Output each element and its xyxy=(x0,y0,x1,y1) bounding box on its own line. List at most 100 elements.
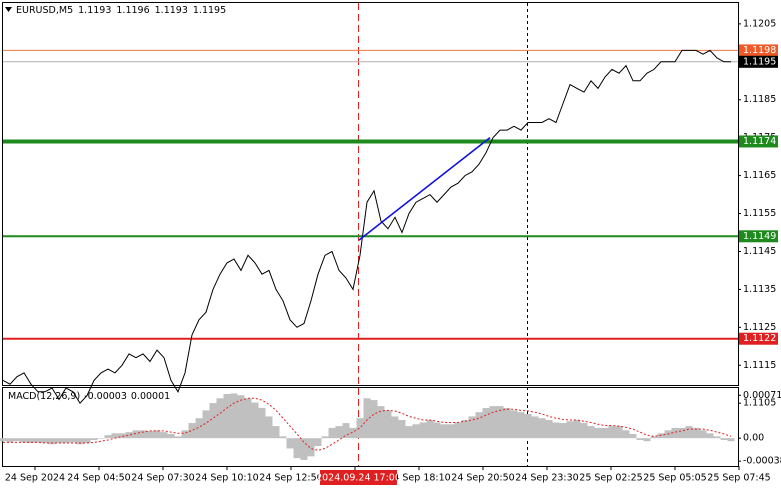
macd-bar xyxy=(342,423,350,439)
macd-bar xyxy=(90,438,98,440)
macd-bar xyxy=(496,406,504,439)
macd-bar xyxy=(20,438,28,443)
macd-bar xyxy=(111,433,119,439)
x-tick-label: 25 Sep 05:05 xyxy=(643,473,706,484)
macd-bar xyxy=(195,418,203,439)
macd-bar xyxy=(167,433,175,439)
macd-bar xyxy=(321,436,329,439)
macd-bar xyxy=(153,430,161,439)
macd-bar xyxy=(160,432,168,439)
level-label-box xyxy=(739,135,778,148)
macd-bar xyxy=(475,412,483,439)
y-tick-label: 1.1125 xyxy=(743,322,776,333)
x-tick-label: 24 Sep 10:10 xyxy=(195,473,258,484)
macd-bar xyxy=(356,418,364,439)
macd-bar xyxy=(524,414,532,439)
x-tick-label: 24 Sep 23:30 xyxy=(515,473,578,484)
menu-icon[interactable] xyxy=(5,7,12,12)
macd-bar xyxy=(580,423,588,439)
level-label-box xyxy=(739,332,778,345)
y-tick-label: 1.1155 xyxy=(743,208,776,219)
macd-bar xyxy=(503,407,511,439)
macd-bar xyxy=(300,438,308,460)
macd-bar xyxy=(349,427,357,439)
y-tick-label: 1.1115 xyxy=(743,360,776,371)
macd-bar xyxy=(104,435,112,439)
macd-bar xyxy=(370,400,378,439)
macd-bar xyxy=(426,420,434,439)
macd-bar xyxy=(587,426,595,439)
macd-current: 0.00001 xyxy=(131,391,170,402)
trendline xyxy=(358,137,491,241)
macd-bar xyxy=(629,433,637,439)
macd-y-tick-label: -0.00038 xyxy=(743,456,781,467)
level-label: 1.1174 xyxy=(743,136,776,147)
x-tick-label: 24 Sep 18:10 xyxy=(387,473,450,484)
macd-bar xyxy=(636,438,644,440)
macd-bar xyxy=(377,406,385,439)
ohlc-value: 1.1193 xyxy=(78,5,111,16)
macd-bar xyxy=(692,427,700,439)
macd-bar xyxy=(237,395,245,439)
macd-bar xyxy=(244,398,252,439)
macd-bar xyxy=(412,424,420,439)
level-label: 1.1195 xyxy=(743,56,776,67)
price-line xyxy=(2,49,731,405)
macd-bar xyxy=(699,430,707,439)
macd-bar xyxy=(174,436,182,439)
macd-bar xyxy=(650,436,658,439)
level-label-box xyxy=(739,44,778,57)
ohlc-value: 1.1196 xyxy=(116,5,149,16)
macd-bar xyxy=(440,424,448,439)
x-tick-label: 24 Sep 07:30 xyxy=(131,473,194,484)
macd-bar xyxy=(6,438,14,443)
signal-line xyxy=(3,397,732,451)
macd-bar xyxy=(720,438,728,440)
macd-bar xyxy=(398,420,406,439)
x-tick-label: 25 Sep 02:25 xyxy=(579,473,642,484)
macd-bar xyxy=(216,398,224,439)
macd-bar xyxy=(265,416,273,439)
macd-bar xyxy=(125,432,133,439)
macd-bar xyxy=(223,394,231,439)
macd-bar xyxy=(76,438,84,445)
macd-bar xyxy=(132,430,140,439)
macd-bar xyxy=(727,438,735,442)
macd-bar xyxy=(97,438,105,439)
macd-bar xyxy=(433,422,441,439)
crosshair-label-box xyxy=(320,470,397,485)
macd-bar xyxy=(279,436,287,439)
macd-bar xyxy=(258,407,266,439)
macd-bar xyxy=(573,420,581,439)
macd-bar xyxy=(643,438,651,442)
y-tick-label: 1.1145 xyxy=(743,246,776,257)
y-tick-label: 1.1165 xyxy=(743,170,776,181)
level-label-box xyxy=(739,230,778,243)
macd-bar xyxy=(489,406,497,439)
macd-bar xyxy=(538,418,546,439)
macd-bar xyxy=(69,438,77,443)
macd-bar xyxy=(657,433,665,439)
level-label: 1.1198 xyxy=(743,45,776,56)
macd-bar xyxy=(34,438,42,443)
macd-bar xyxy=(251,402,259,439)
price-panel-frame xyxy=(2,2,739,386)
macd-bar xyxy=(0,438,7,442)
macd-bar xyxy=(13,438,21,442)
macd-bar xyxy=(307,438,315,457)
macd-header: MACD(12,26,9) -0.00003 0.00001 xyxy=(8,391,170,402)
macd-bar xyxy=(139,430,147,439)
y-tick-label: 1.1135 xyxy=(743,284,776,295)
macd-bar xyxy=(384,410,392,439)
macd-bar xyxy=(531,416,539,439)
header: EURUSD,M5 1.1193 1.1196 1.1193 1.1195 xyxy=(16,5,226,16)
macd-bar xyxy=(671,427,679,439)
macd-bar xyxy=(335,426,343,439)
x-tick-label: 24 Sep 04:50 xyxy=(67,473,130,484)
y-tick-label: 1.1105 xyxy=(743,398,776,409)
macd-bar xyxy=(188,423,196,439)
macd-bar xyxy=(230,393,238,439)
macd-bar xyxy=(419,422,427,439)
macd-bar xyxy=(615,426,623,439)
